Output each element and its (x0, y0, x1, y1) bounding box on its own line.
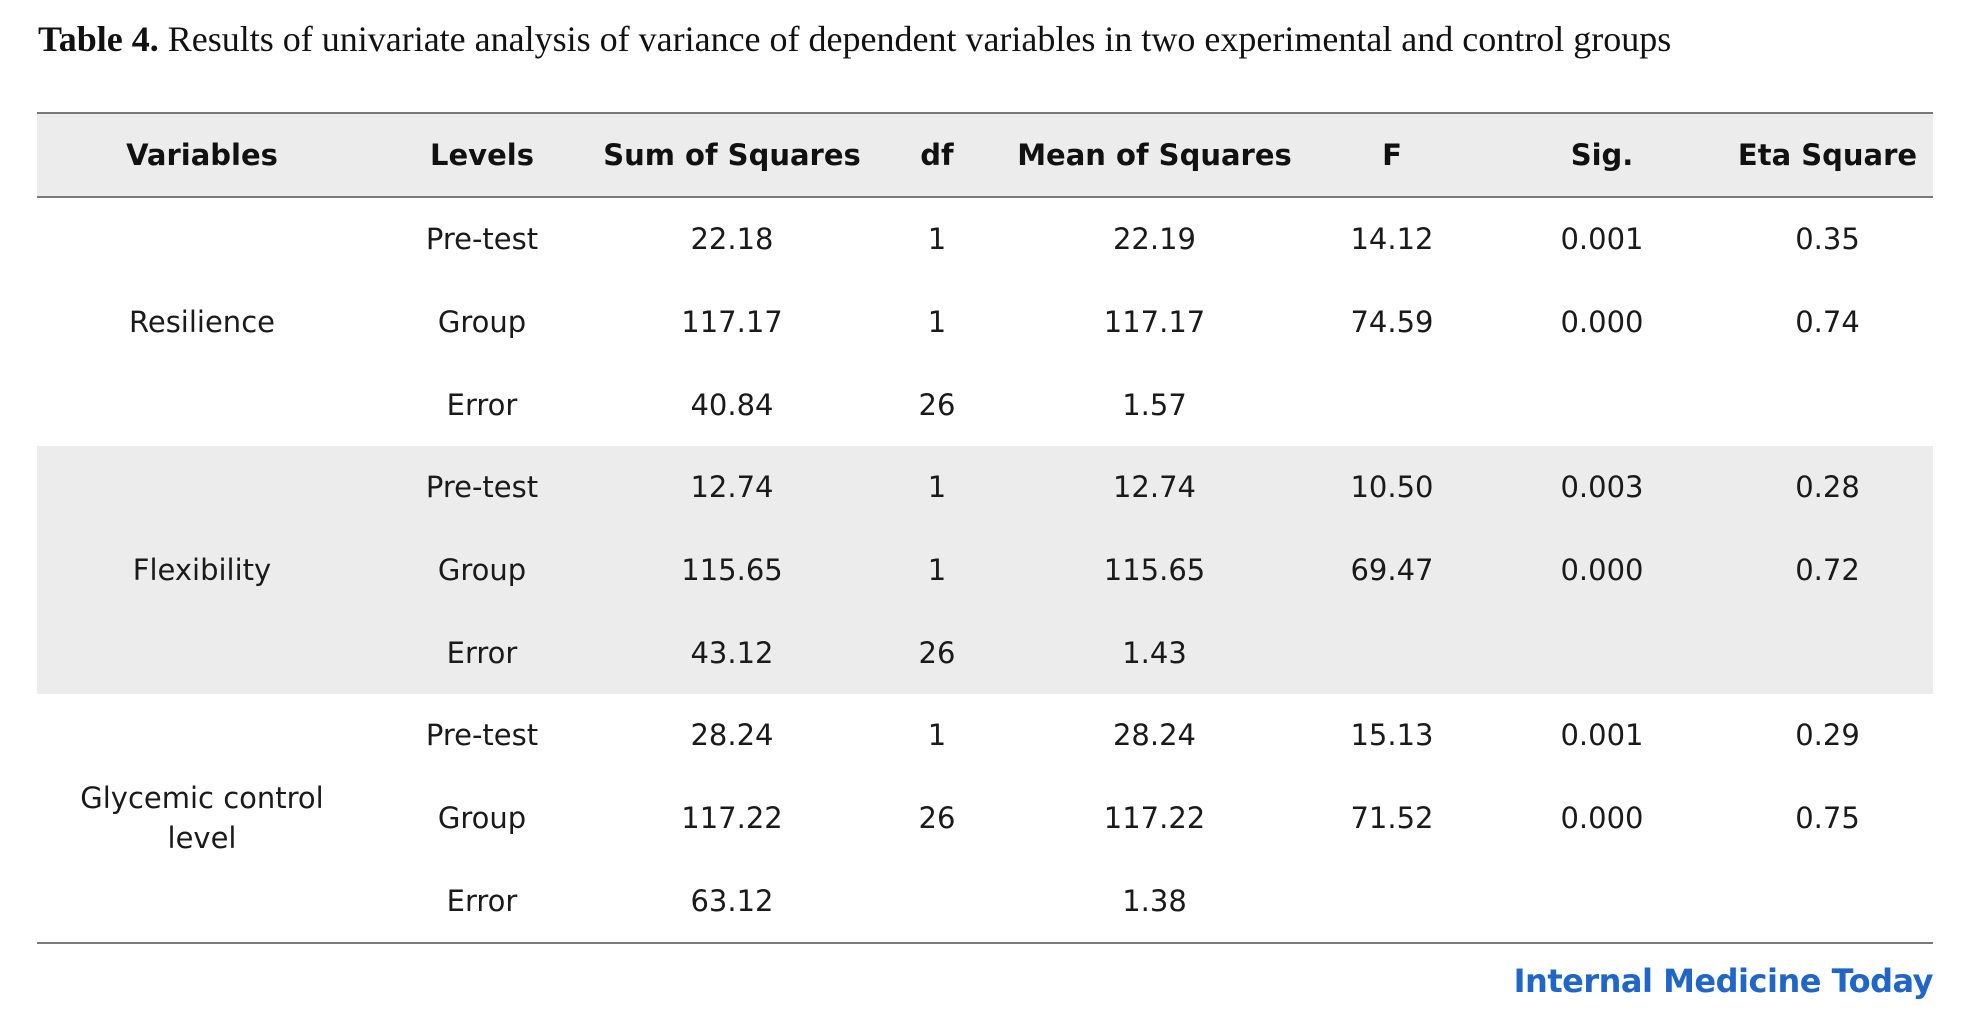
cell-mean-of-squares: 1.38 (1122, 883, 1187, 918)
header-f: F (1382, 138, 1402, 172)
table-row: Group 117.22 26 117.22 71.52 0.000 0.75 (367, 777, 1933, 860)
header-df: df (920, 138, 954, 172)
cell-mean-of-squares: 22.19 (1112, 222, 1197, 257)
cell-mean-of-squares: 12.74 (1112, 470, 1197, 505)
cell-f (1302, 363, 1482, 446)
cell-level: Error (446, 635, 518, 670)
cell-sig (1482, 611, 1722, 694)
cell-eta-square: 0.75 (1795, 801, 1860, 835)
cell-eta-square: 0.35 (1795, 222, 1860, 257)
table-row: Error 43.12 26 1.43 (367, 611, 1933, 694)
variable-name: Resilience (129, 305, 275, 339)
cell-df: 1 (927, 470, 947, 505)
cell-mean-of-squares: 1.43 (1122, 635, 1187, 670)
cell-sum-of-squares: 117.22 (681, 801, 783, 835)
table-row: Error 63.12 1.38 (367, 859, 1933, 942)
cell-mean-of-squares: 117.17 (1103, 305, 1206, 339)
cell-sum-of-squares: 22.18 (690, 222, 774, 257)
cell-level: Pre-test (425, 470, 539, 505)
header-eta-square: Eta Square (1737, 138, 1918, 172)
table-row: Pre-test 28.24 1 28.24 15.13 0.001 0.29 (367, 694, 1933, 777)
table-row: Pre-test 22.18 1 22.19 14.12 0.001 0.35 (367, 198, 1933, 281)
cell-sum-of-squares: 40.84 (690, 387, 774, 422)
table-header-row: Variables Levels Sum of Squares df Mean … (37, 114, 1933, 198)
cell-eta-square: 0.29 (1795, 718, 1860, 753)
cell-df: 26 (918, 387, 956, 422)
header-mean-of-squares: Mean of Squares (1017, 138, 1292, 172)
cell-sig: 0.003 (1560, 470, 1644, 505)
cell-sum-of-squares: 115.65 (681, 553, 783, 587)
cell-eta-square (1722, 859, 1933, 942)
journal-logo: Internal Medicine Today (1513, 962, 1934, 1000)
cell-sig: 0.001 (1560, 222, 1644, 257)
cell-f: 74.59 (1350, 305, 1434, 339)
cell-sig: 0.001 (1560, 718, 1644, 753)
table-caption-label: Table 4. (38, 19, 159, 59)
cell-sig: 0.000 (1560, 553, 1644, 587)
cell-eta-square: 0.28 (1795, 470, 1860, 505)
cell-sum-of-squares: 28.24 (690, 718, 774, 753)
table-row: Group 115.65 1 115.65 69.47 0.000 0.72 (367, 529, 1933, 612)
cell-level: Pre-test (425, 222, 539, 257)
cell-df: 26 (918, 635, 956, 670)
cell-f: 69.47 (1350, 553, 1434, 587)
cell-f: 10.50 (1350, 470, 1434, 505)
header-sum-of-squares: Sum of Squares (603, 138, 861, 172)
cell-df (867, 859, 1007, 942)
cell-level: Error (446, 387, 518, 422)
table-row: Error 40.84 26 1.57 (367, 363, 1933, 446)
cell-sum-of-squares: 12.74 (690, 470, 774, 505)
header-levels: Levels (430, 138, 534, 172)
cell-eta-square: 0.74 (1795, 305, 1860, 339)
cell-mean-of-squares: 28.24 (1112, 718, 1197, 753)
variable-name: Flexibility (132, 553, 272, 587)
cell-sig: 0.000 (1560, 801, 1644, 835)
header-sig: Sig. (1570, 138, 1634, 172)
cell-f: 71.52 (1350, 801, 1434, 835)
cell-df: 1 (927, 305, 947, 339)
table-caption-text: Results of univariate analysis of varian… (167, 19, 1672, 59)
cell-f: 15.13 (1350, 718, 1434, 753)
table-caption: Table 4. Results of univariate analysis … (38, 18, 1671, 60)
cell-sum-of-squares: 117.17 (681, 305, 783, 339)
cell-sig: 0.000 (1560, 305, 1644, 339)
cell-f: 14.12 (1350, 222, 1434, 257)
cell-level: Group (437, 305, 527, 339)
cell-f (1302, 611, 1482, 694)
cell-df: 1 (927, 553, 947, 587)
cell-df: 26 (918, 801, 956, 835)
variable-group-glycemic-control-level: Glycemic control level Pre-test 28.24 1 … (37, 694, 1933, 942)
cell-f (1302, 859, 1482, 942)
cell-sig (1482, 859, 1722, 942)
cell-level: Group (437, 801, 527, 835)
cell-eta-square (1722, 611, 1933, 694)
anova-table: Variables Levels Sum of Squares df Mean … (37, 112, 1933, 944)
table-row: Group 117.17 1 117.17 74.59 0.000 0.74 (367, 281, 1933, 364)
table-row: Pre-test 12.74 1 12.74 10.50 0.003 0.28 (367, 446, 1933, 529)
cell-level: Pre-test (425, 718, 539, 753)
cell-df: 1 (927, 718, 947, 753)
cell-level: Error (446, 883, 518, 918)
cell-eta-square (1722, 363, 1933, 446)
cell-sig (1482, 363, 1722, 446)
cell-eta-square: 0.72 (1795, 553, 1860, 587)
cell-sum-of-squares: 63.12 (690, 883, 774, 918)
cell-mean-of-squares: 117.22 (1103, 801, 1206, 835)
header-variables: Variables (126, 138, 278, 172)
variable-group-flexibility: Flexibility Pre-test 12.74 1 12.74 10.50… (37, 446, 1933, 694)
variable-group-resilience: Resilience Pre-test 22.18 1 22.19 14.12 … (37, 198, 1933, 446)
cell-sum-of-squares: 43.12 (690, 635, 774, 670)
cell-df: 1 (927, 222, 947, 257)
variable-name: Glycemic control level (80, 781, 324, 855)
cell-mean-of-squares: 1.57 (1122, 387, 1187, 422)
cell-mean-of-squares: 115.65 (1103, 553, 1206, 587)
cell-level: Group (437, 553, 527, 587)
